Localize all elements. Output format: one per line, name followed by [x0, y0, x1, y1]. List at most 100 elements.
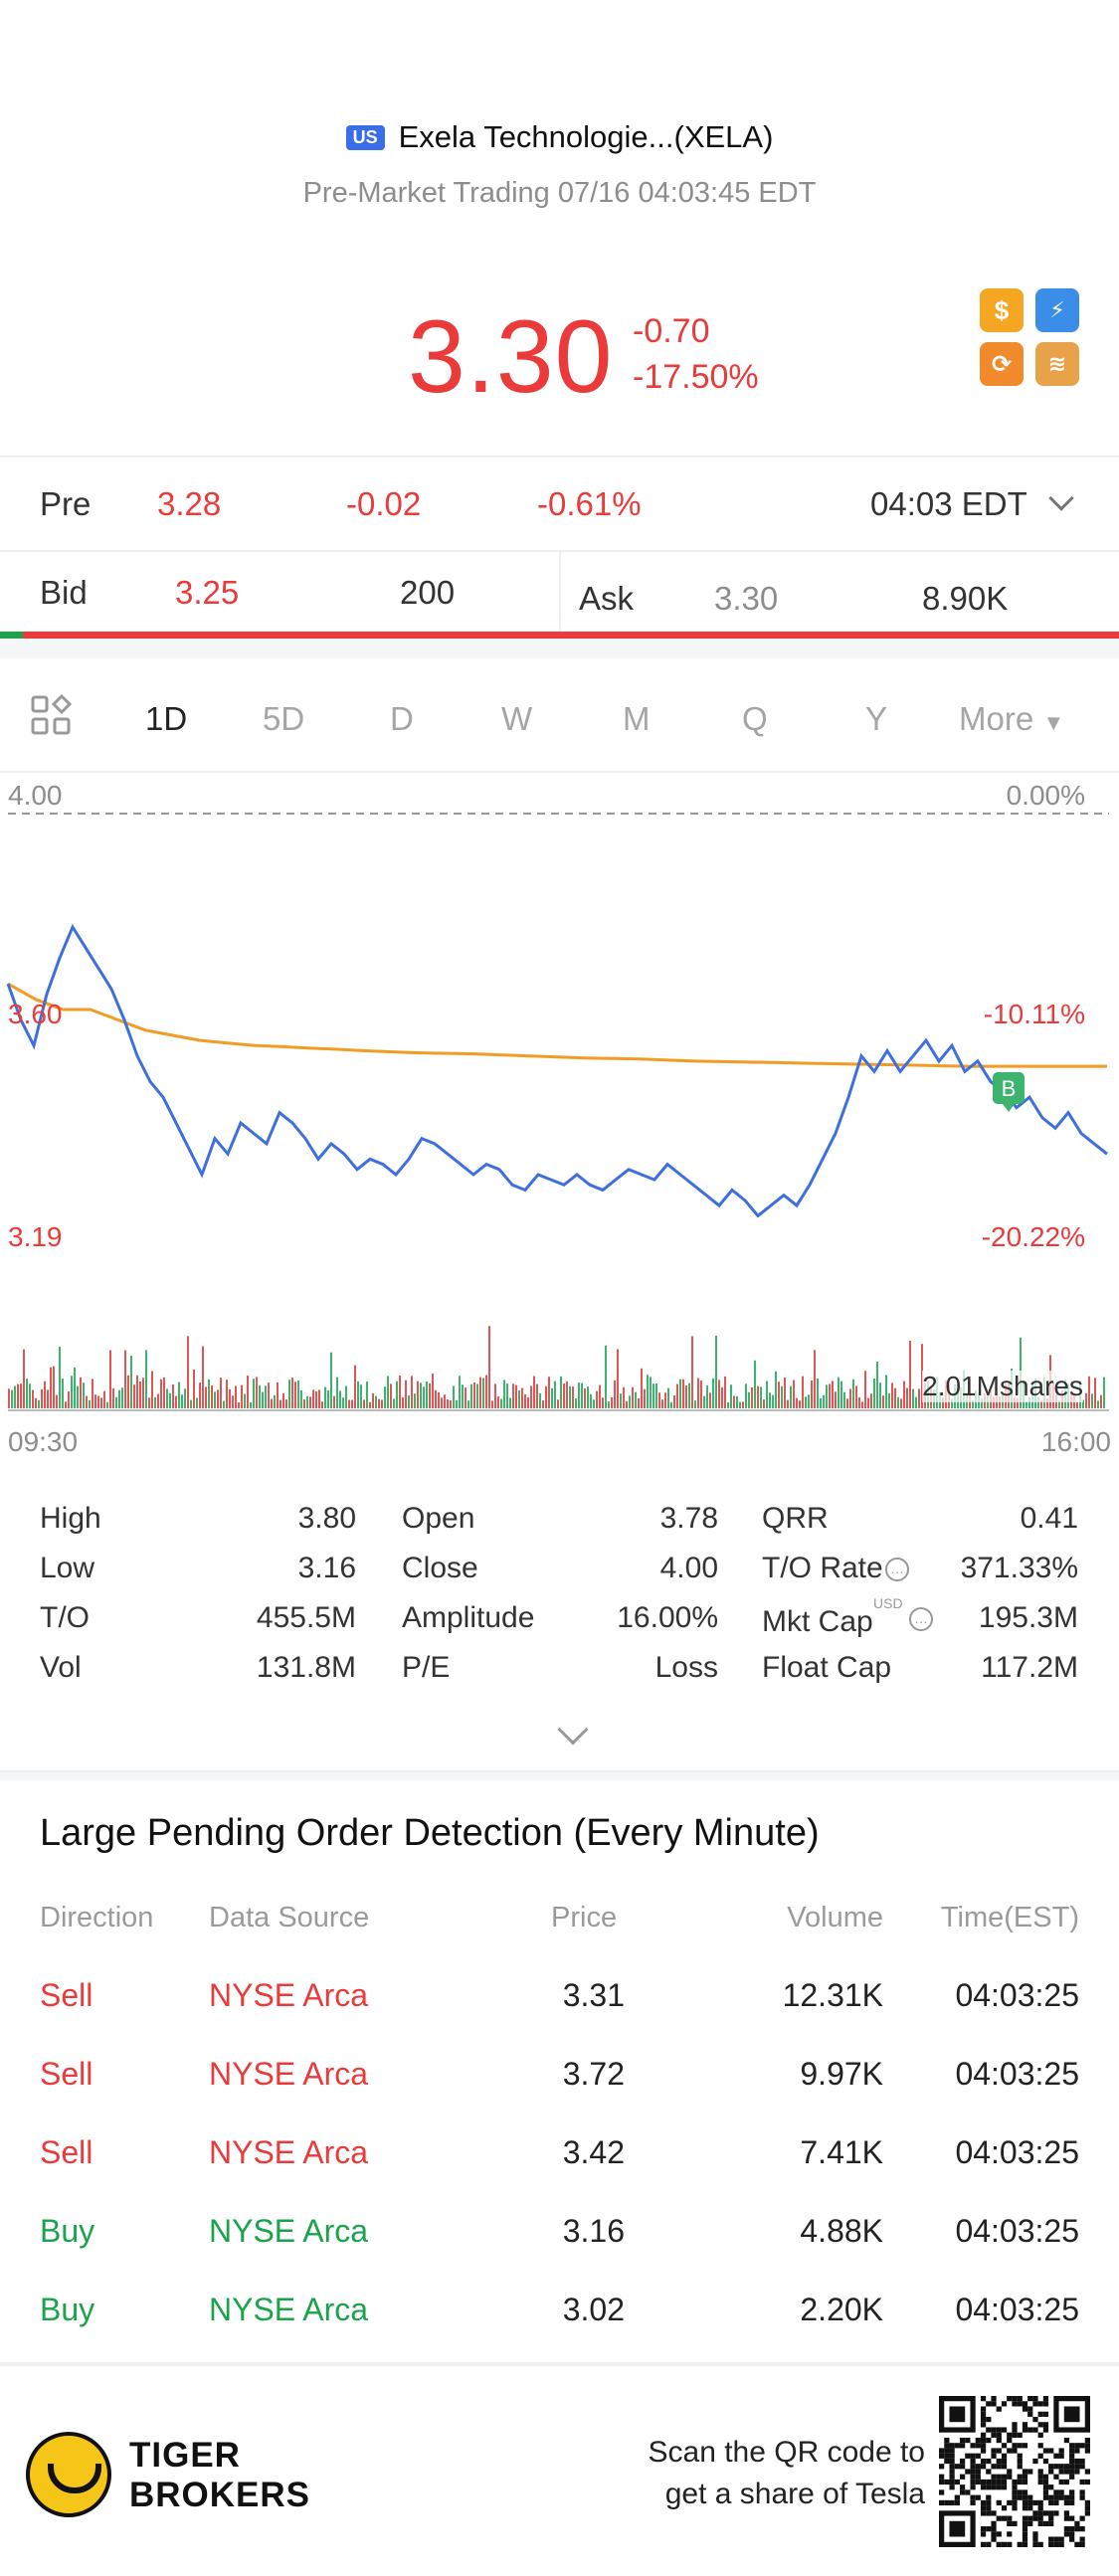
- info-icon[interactable]: …: [909, 1607, 933, 1631]
- volume-bar: [467, 1400, 469, 1408]
- tab-more-label: More: [959, 700, 1034, 737]
- volume-bar: [450, 1400, 452, 1408]
- qr-module: [996, 2531, 1002, 2537]
- volume-bar: [903, 1380, 905, 1408]
- qr-module: [1022, 2422, 1028, 2428]
- volume-bar: [196, 1397, 198, 1408]
- volume-bar: [208, 1379, 210, 1408]
- volume-bar: [393, 1398, 395, 1408]
- lpo-price: 3.42: [562, 2134, 625, 2170]
- qr-module: [1069, 2464, 1075, 2470]
- tab-y[interactable]: Y: [865, 700, 888, 737]
- volume-bar: [109, 1350, 111, 1408]
- qr-module: [1032, 2531, 1038, 2537]
- chevron-down-icon[interactable]: [1048, 485, 1074, 511]
- volume-bar: [157, 1393, 159, 1408]
- volume-bar: [679, 1379, 681, 1408]
- qr-module: [1079, 2515, 1085, 2521]
- volume-bar: [906, 1387, 908, 1408]
- volume-bar: [617, 1349, 619, 1408]
- qr-module: [1058, 2536, 1064, 2542]
- volume-bar: [479, 1377, 481, 1408]
- qr-module: [1032, 2416, 1038, 2423]
- dollar-icon[interactable]: $: [980, 288, 1024, 332]
- qr-module: [1037, 2443, 1043, 2449]
- volume-bar: [238, 1401, 240, 1408]
- lpo-time: 04:03:25: [955, 2056, 1079, 2092]
- volume-bar: [384, 1386, 386, 1408]
- volume-bar: [817, 1379, 819, 1408]
- volume-bar: [676, 1383, 678, 1408]
- expand-chevron-icon[interactable]: [557, 1714, 589, 1746]
- section-gap: [0, 1770, 1119, 1780]
- pre-market-row[interactable]: Pre 3.28 -0.02 -0.61% 04:03 EDT: [0, 460, 1119, 549]
- qr-module: [1037, 2474, 1043, 2480]
- tab-d[interactable]: D: [390, 700, 414, 737]
- volume-bar: [882, 1395, 884, 1408]
- qr-module: [1001, 2401, 1008, 2407]
- volume-bar: [35, 1397, 37, 1408]
- lpo-source: NYSE Arca: [209, 2292, 369, 2327]
- volume-bar: [26, 1379, 28, 1408]
- volume-bar: [784, 1378, 786, 1408]
- volume-bar: [733, 1395, 735, 1408]
- qr-module: [996, 2541, 1002, 2547]
- qr-module: [1058, 2464, 1064, 2470]
- info-icon[interactable]: …: [885, 1558, 909, 1581]
- qr-module: [1042, 2494, 1049, 2500]
- volume-bar: [644, 1388, 646, 1408]
- qr-code-icon[interactable]: [939, 2396, 1090, 2547]
- qr-module: [1084, 2479, 1090, 2485]
- qr-module: [1058, 2448, 1064, 2454]
- tab-m[interactable]: M: [623, 700, 651, 737]
- volume-bar: [518, 1389, 520, 1408]
- stock-title[interactable]: US Exela Technologie...(XELA): [345, 119, 773, 155]
- section-gap: [0, 2362, 1119, 2366]
- qr-module: [1027, 2396, 1033, 2402]
- qr-module: [944, 2453, 950, 2459]
- volume-bar: [145, 1350, 147, 1408]
- volume-bar: [50, 1367, 52, 1408]
- qr-module: [1012, 2494, 1018, 2500]
- lightning-icon[interactable]: ⚡: [1035, 288, 1079, 332]
- exchange-icon[interactable]: ⟳: [980, 342, 1024, 386]
- volume-bar: [136, 1375, 138, 1408]
- qr-module: [1042, 2448, 1049, 2454]
- tab-q[interactable]: Q: [742, 700, 768, 737]
- volume-bar: [447, 1399, 449, 1408]
- qr-module: [1048, 2510, 1054, 2516]
- layers-icon[interactable]: ≋: [1035, 342, 1079, 386]
- volume-bar: [548, 1377, 550, 1408]
- intraday-chart[interactable]: B 4.00 0.00% 3.60 -10.11% 3.19 -20.22% 2…: [0, 776, 1119, 1472]
- volume-bar: [202, 1346, 204, 1408]
- tab-w[interactable]: W: [501, 700, 533, 737]
- lpo-row: Sell NYSE Arca 3.42 7.41K 04:03:25: [0, 2134, 1119, 2204]
- volume-bar: [103, 1390, 105, 1408]
- qr-module: [991, 2520, 997, 2527]
- volume-bar: [623, 1386, 625, 1408]
- volume-bar: [417, 1380, 419, 1408]
- qr-module: [1037, 2453, 1043, 2459]
- qr-module: [1032, 2458, 1038, 2465]
- qr-module: [986, 2499, 992, 2506]
- volume-bar: [462, 1384, 464, 1408]
- chart-layout-icon[interactable]: [30, 693, 73, 744]
- tab-5d[interactable]: 5D: [263, 700, 305, 737]
- lpo-source: NYSE Arca: [209, 2213, 369, 2249]
- qr-module: [949, 2458, 955, 2465]
- buy-marker[interactable]: B: [993, 1072, 1025, 1112]
- qr-module: [1063, 2464, 1070, 2470]
- volume-bar: [885, 1375, 887, 1408]
- volume-bar: [650, 1377, 652, 1408]
- qr-module: [1027, 2515, 1033, 2521]
- qr-module: [1084, 2505, 1090, 2511]
- volume-bar: [712, 1378, 714, 1408]
- lpo-title: Large Pending Order Detection (Every Min…: [40, 1812, 820, 1854]
- qr-finder: [949, 2520, 966, 2537]
- qr-module: [991, 2479, 997, 2485]
- tab-more[interactable]: More ▼: [959, 700, 1064, 738]
- qr-module: [1007, 2515, 1013, 2521]
- qr-module: [975, 2443, 981, 2449]
- qr-module: [1069, 2474, 1075, 2480]
- tab-1d[interactable]: 1D: [145, 700, 188, 737]
